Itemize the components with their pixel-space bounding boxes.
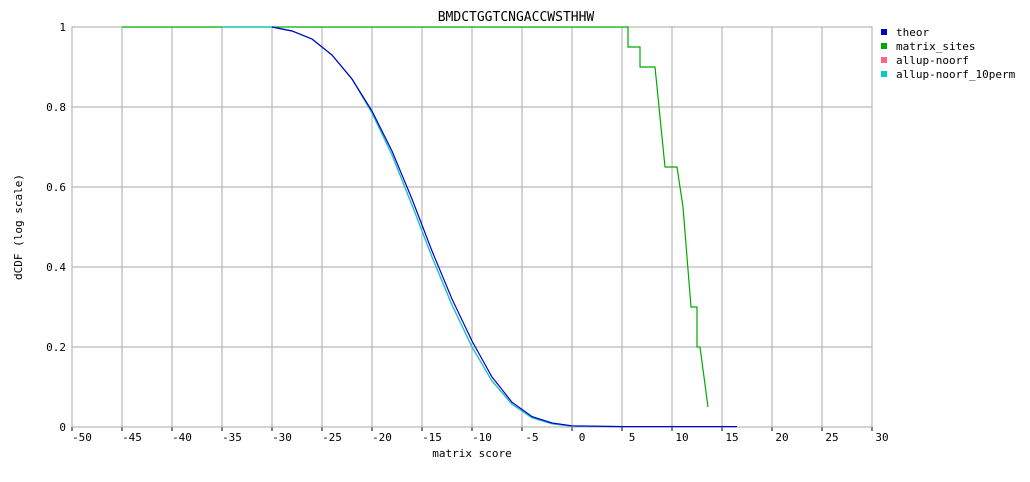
- x-tick-label: 5: [629, 431, 636, 444]
- x-tick-label: 10: [675, 431, 688, 444]
- y-axis-label: dCDF (log scale): [12, 174, 25, 280]
- x-tick-label: -45: [122, 431, 142, 444]
- x-tick-label: -25: [322, 431, 342, 444]
- x-tick-label: -10: [472, 431, 492, 444]
- x-tick-label: 15: [725, 431, 738, 444]
- x-tick-label: -50: [72, 431, 92, 444]
- x-tick-label: -35: [222, 431, 242, 444]
- x-tick-label: -40: [172, 431, 192, 444]
- legend-label: allup-noorf: [896, 54, 969, 67]
- x-tick-label: 0: [579, 431, 586, 444]
- legend-label: matrix_sites: [896, 40, 975, 53]
- series-line: [271, 26, 737, 428]
- y-tick-label: 0.8: [46, 101, 66, 114]
- chart-title: BMDCTGGTCNGACCWSTHHW: [438, 10, 595, 25]
- x-axis-label: matrix score: [432, 447, 511, 460]
- legend-swatch: [881, 29, 887, 35]
- x-tick-label: -30: [272, 431, 292, 444]
- y-tick-label: 0.6: [46, 181, 66, 194]
- y-tick-label: 0.2: [46, 341, 66, 354]
- legend-label: theor: [896, 26, 929, 39]
- y-tick-label: 1: [59, 21, 66, 34]
- legend-swatch: [881, 71, 887, 77]
- x-tick-label: -15: [422, 431, 442, 444]
- legend-swatch: [881, 57, 887, 63]
- y-tick-label: 0: [59, 421, 66, 434]
- x-tick-label: -5: [525, 431, 538, 444]
- legend-label: allup-noorf_10perm: [896, 68, 1016, 81]
- x-tick-label: -20: [372, 431, 392, 444]
- legend-swatch: [881, 43, 887, 49]
- series-line: [122, 26, 709, 408]
- x-tick-label: 25: [825, 431, 838, 444]
- x-tick-label: 30: [875, 431, 888, 444]
- x-tick-label: 20: [775, 431, 788, 444]
- y-tick-label: 0.4: [46, 261, 66, 274]
